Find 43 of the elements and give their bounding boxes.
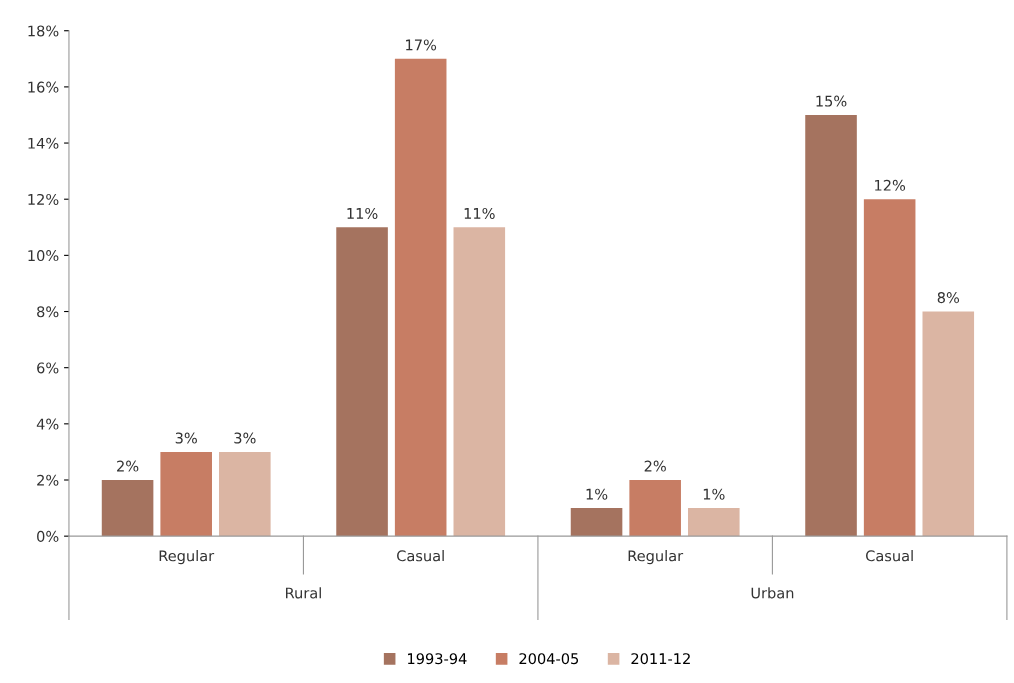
data-label: 2% — [644, 460, 666, 472]
bar — [160, 451, 212, 537]
y-tick-label: 18% — [28, 25, 59, 37]
text: Urban — [751, 587, 794, 599]
y-tick-label: 4% — [36, 418, 59, 430]
data-label: 8% — [937, 292, 960, 304]
bar — [336, 227, 388, 537]
y-tick-label: 12% — [28, 193, 59, 205]
bar — [570, 508, 623, 537]
bar — [863, 199, 916, 537]
data-label: 2% — [117, 460, 139, 472]
legend-label: 2004-05 — [519, 653, 579, 665]
bar — [922, 311, 975, 537]
bar — [101, 480, 154, 537]
bar — [394, 58, 447, 537]
x-tick-label: Casual — [866, 550, 913, 562]
legend-label: 1993-94 — [408, 653, 467, 665]
y-tick-label: 6% — [37, 362, 59, 374]
legend-label: 2011-12 — [631, 653, 690, 665]
x-tick-label: Regular — [159, 550, 215, 565]
data-label: 11% — [464, 207, 495, 219]
data-label: 1% — [586, 488, 608, 500]
data-label: 1% — [703, 488, 725, 500]
data-label: 3% — [234, 432, 256, 444]
data-label: 12% — [875, 179, 906, 191]
text: Rural — [286, 587, 321, 599]
x-tick-label: Casual — [397, 550, 444, 562]
data-label: 17% — [406, 39, 437, 51]
y-tick-label: 8% — [37, 306, 59, 318]
data-label: 15% — [816, 95, 847, 107]
y-tick-label: 16% — [28, 81, 59, 93]
y-tick-label: 2% — [37, 474, 59, 486]
bar — [453, 227, 506, 537]
bar — [219, 451, 271, 537]
bar — [629, 480, 681, 537]
bar — [805, 114, 857, 537]
bar — [688, 508, 740, 537]
y-tick-label: 14% — [28, 137, 59, 149]
data-label: 3% — [175, 432, 197, 444]
data-label: 11% — [347, 207, 378, 219]
y-tick-label: 0% — [37, 530, 59, 542]
x-tick-label: Regular — [628, 550, 684, 565]
y-tick-label: 10% — [28, 250, 59, 262]
